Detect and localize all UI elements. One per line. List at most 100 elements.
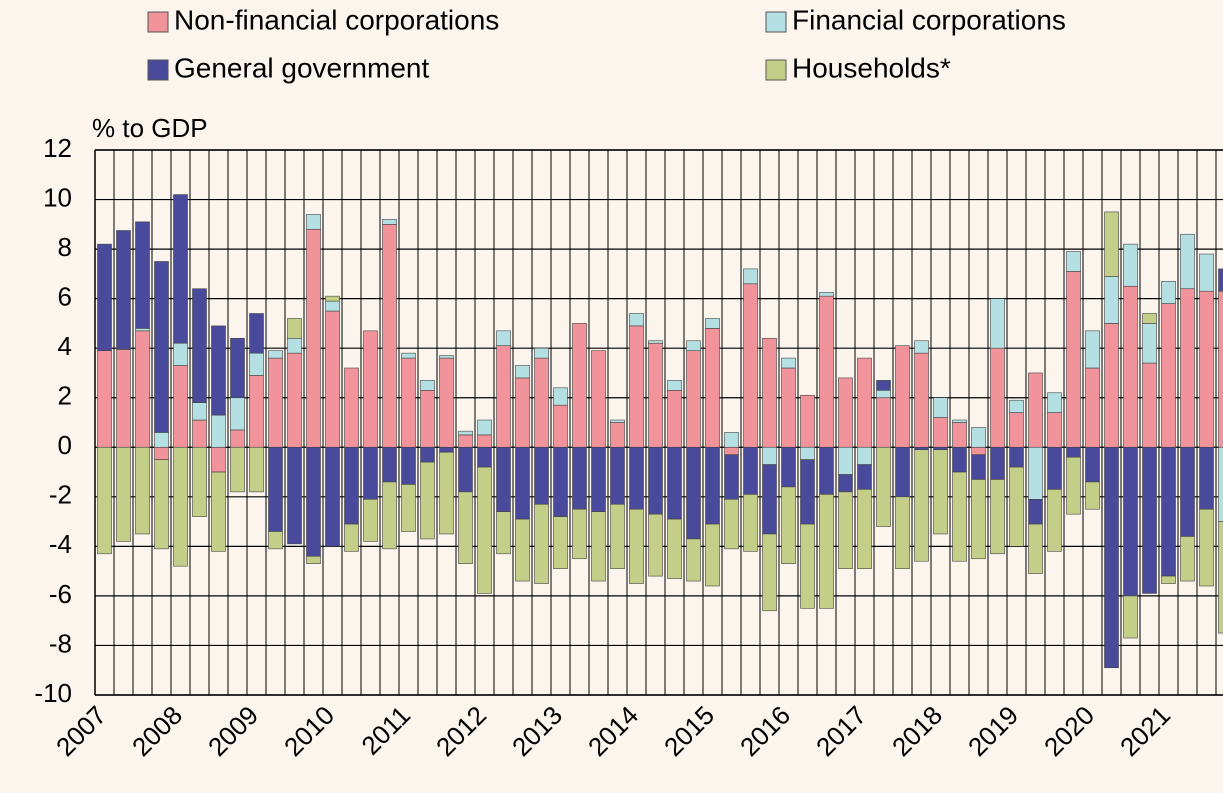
x-tick-label: 2021 xyxy=(1114,700,1176,762)
bar-segment xyxy=(515,365,530,379)
bar-segment xyxy=(439,451,454,535)
x-tick-label: 2009 xyxy=(202,700,264,762)
bar-segment xyxy=(173,342,188,366)
bar-segment xyxy=(819,295,834,448)
bar-segment xyxy=(572,323,587,448)
bar-segment xyxy=(534,357,549,448)
bar-segment xyxy=(1180,288,1195,448)
bar-segment xyxy=(629,313,644,327)
bar-segment xyxy=(819,494,834,609)
bar-segment xyxy=(268,446,283,532)
bar-segment xyxy=(1199,253,1214,292)
bar-segment xyxy=(211,414,226,448)
y-tick-label: 0 xyxy=(58,430,72,460)
bar-segment xyxy=(401,446,416,485)
bar-segment xyxy=(97,243,112,351)
bar-segment xyxy=(1142,323,1157,364)
bar-segment xyxy=(458,491,473,565)
bar-segment xyxy=(572,508,587,560)
bar-segment xyxy=(743,268,758,285)
bar-segment xyxy=(914,352,929,448)
bar-segment xyxy=(287,352,302,448)
bar-segment xyxy=(325,446,340,547)
bar-segment xyxy=(173,446,188,567)
bar-segment xyxy=(1161,280,1176,304)
bar-segment xyxy=(648,342,663,448)
bar-segment xyxy=(990,298,1005,349)
bar-segment xyxy=(762,446,777,465)
y-tick-label: 8 xyxy=(58,232,72,262)
bar-segment xyxy=(1180,233,1195,290)
bar-segment xyxy=(477,419,492,436)
bar-segment xyxy=(819,292,834,297)
bar-segment xyxy=(857,489,872,569)
bar-segment xyxy=(838,377,853,448)
y-tick-label: 10 xyxy=(43,182,72,212)
bar-segment xyxy=(401,357,416,448)
bar-segment xyxy=(382,224,397,448)
bar-segment xyxy=(724,498,739,550)
bar-segment xyxy=(268,350,283,359)
bar-segment xyxy=(1123,595,1138,639)
bar-segment xyxy=(382,481,397,550)
bar-segment xyxy=(249,313,264,354)
bar-segment xyxy=(306,214,321,230)
bar-segment xyxy=(857,464,872,490)
bar-segment xyxy=(933,446,948,451)
bar-segment xyxy=(116,230,131,350)
y-tick-label: -4 xyxy=(49,529,72,559)
legend-label: Non-financial corporations xyxy=(174,4,499,35)
bar-segment xyxy=(1104,446,1119,669)
bar-segment xyxy=(781,486,796,565)
bar-segment xyxy=(952,471,967,562)
bar-segment xyxy=(1218,268,1223,292)
bar-segment xyxy=(1047,489,1062,552)
legend-label: Financial corporations xyxy=(792,4,1066,35)
bar-segment xyxy=(1161,446,1176,577)
bar-segment xyxy=(344,367,359,448)
bar-segment xyxy=(952,422,967,448)
bar-segment xyxy=(1142,446,1157,594)
bar-segment xyxy=(1009,412,1024,448)
bar-segment xyxy=(572,446,587,510)
bar-segment xyxy=(1199,508,1214,587)
bar-segment xyxy=(686,340,701,351)
bar-segment xyxy=(363,330,378,448)
bar-segment xyxy=(667,389,682,448)
bar-segment xyxy=(363,498,378,542)
bar-segment xyxy=(401,352,416,359)
bar-segment xyxy=(1085,367,1100,448)
y-tick-label: -6 xyxy=(49,579,72,609)
bar-segment xyxy=(971,454,986,480)
bar-segment xyxy=(857,446,872,465)
bar-segment xyxy=(154,459,169,550)
bar-segment xyxy=(971,446,986,456)
bar-segment xyxy=(1123,446,1138,597)
bar-segment xyxy=(135,446,150,535)
bar-segment xyxy=(534,347,549,359)
bar-segment xyxy=(116,349,131,448)
bar-segment xyxy=(553,516,568,569)
bar-segment xyxy=(705,523,720,587)
x-tick-label: 2016 xyxy=(734,700,796,762)
bar-segment xyxy=(458,434,473,448)
bar-segment xyxy=(1199,446,1214,510)
bar-segment xyxy=(629,325,644,448)
bar-segment xyxy=(382,446,397,483)
bar-segment xyxy=(1180,446,1195,537)
bar-segment xyxy=(496,511,511,555)
x-tick-label: 2019 xyxy=(962,700,1024,762)
bar-segment xyxy=(724,446,739,456)
bar-segment xyxy=(1066,251,1081,272)
bar-segment xyxy=(1028,498,1043,525)
bar-segment xyxy=(1161,303,1176,448)
bar-segment xyxy=(211,325,226,416)
bar-segment xyxy=(800,523,815,609)
bar-segment xyxy=(230,429,245,448)
bar-segment xyxy=(1009,466,1024,547)
x-tick-label: 2015 xyxy=(658,700,720,762)
bar-segment xyxy=(648,446,663,515)
bar-segment xyxy=(1142,362,1157,448)
